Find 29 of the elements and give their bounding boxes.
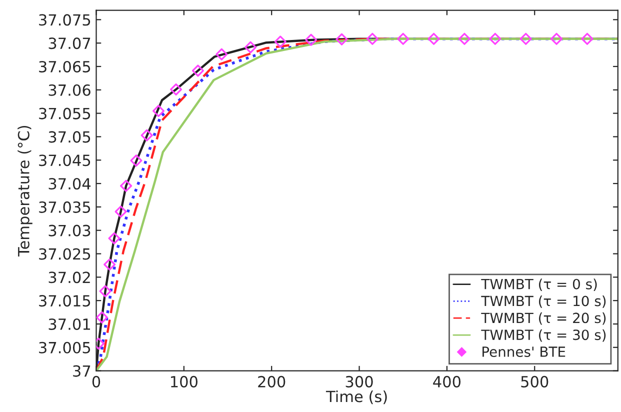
y-tick-label: 37.05 [48,131,90,143]
y-tick-label: 37.035 [39,201,90,213]
y-tick-label: 37.005 [39,342,90,354]
y-tick-label: 37.02 [48,272,90,284]
y-tick-label: 37.01 [48,318,90,330]
legend-label: TWMBT (τ = 30 s) [481,329,606,342]
y-tick-label: 37 [73,365,90,377]
x-axis-title: Time (s) [326,390,387,404]
x-tick-label: 0 [92,376,100,388]
legend-label: TWMBT (τ = 10 s) [481,296,606,308]
y-tick-label: 37.045 [39,154,90,166]
y-tick-label: 37.03 [48,224,90,236]
y-tick-label: 37.07 [48,38,90,50]
x-tick-label: 400 [433,376,461,388]
y-tick-label: 37.015 [39,295,90,307]
y-tick-label: 37.075 [39,14,90,26]
legend-label: TWMBT (τ = 0 s) [481,278,597,291]
y-tick-label: 37.04 [48,178,91,190]
y-tick-label: 37.055 [39,108,90,120]
legend-label: Pennes' BTE [482,346,566,357]
y-tick-label: 37.06 [48,84,90,96]
y-tick-label: 37.025 [39,248,90,260]
y-axis-title: Temperature (°C) [18,126,32,257]
legend-label: TWMBT (τ = 20 s) [481,312,606,325]
x-tick-label: 100 [171,376,198,388]
x-tick-label: 300 [346,376,373,388]
x-tick-label: 500 [521,376,548,388]
x-tick-label: 200 [258,376,286,388]
y-tick-label: 37.065 [39,60,90,73]
